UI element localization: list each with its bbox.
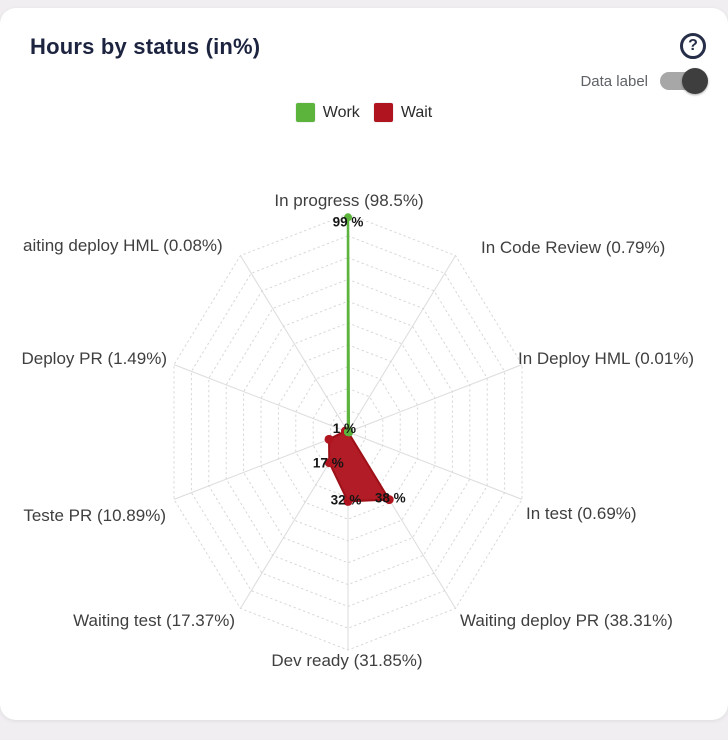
axis-label: aiting deploy HML (0.08%) [23, 236, 223, 255]
wait-data-point[interactable] [324, 458, 334, 468]
axis-label: In Deploy HML (0.01%) [518, 349, 694, 368]
question-mark-glyph: ? [688, 37, 698, 54]
axis-label: Waiting deploy PR (38.31%) [460, 611, 673, 630]
radar-ring [260, 322, 436, 542]
data-label: 1 % [333, 421, 356, 436]
legend-item-work[interactable]: Work [295, 103, 360, 122]
work-color-swatch [295, 103, 315, 122]
help-icon[interactable]: ? [680, 33, 706, 59]
legend-work-label: Work [322, 103, 360, 121]
wait-data-point[interactable] [384, 495, 394, 505]
axis-label: Waiting test (17.37%) [73, 611, 235, 630]
wait-data-point[interactable] [343, 496, 353, 506]
radar-spoke [173, 364, 349, 433]
data-label: 17 % [313, 456, 344, 471]
work-data-point[interactable] [344, 213, 352, 222]
legend-wait-label: Wait [400, 103, 433, 121]
radar-ring [173, 213, 523, 651]
axis-label: Deploy PR (1.49%) [21, 349, 167, 368]
data-label: 99 % [333, 214, 364, 229]
radar-ring [243, 300, 453, 564]
data-label: 38 % [375, 491, 406, 506]
radar-ring [312, 387, 384, 477]
hours-by-status-card: Hours by status (in%) ? Data label Work … [0, 8, 728, 720]
radar-spoke [347, 431, 523, 500]
radar-ring [225, 278, 471, 586]
data-label-toggle[interactable] [660, 68, 708, 94]
data-label-control: Data label [580, 68, 708, 94]
wait-color-swatch [373, 103, 393, 122]
axis-label: In test (0.69%) [526, 504, 637, 523]
wait-data-point[interactable] [324, 434, 334, 444]
axis-label: Dev ready (31.85%) [271, 651, 422, 670]
axis-label: Teste PR (10.89%) [23, 506, 166, 525]
radar-spoke [347, 255, 456, 433]
data-label-toggle-label: Data label [580, 72, 648, 90]
axis-label: In Code Review (0.79%) [481, 238, 665, 257]
radar-spoke [240, 255, 349, 433]
radar-ring [190, 235, 506, 629]
radar-ring [208, 257, 488, 607]
page-title: Hours by status (in%) [30, 34, 261, 59]
axis-label: In progress (98.5%) [274, 191, 423, 210]
data-label: 32 % [331, 492, 362, 507]
radar-chart: In progress (98.5%) In Code Review (0.79%… [21, 191, 694, 670]
radar-ring [330, 409, 366, 455]
legend-item-wait[interactable]: Wait [373, 103, 433, 122]
work-data-point[interactable] [344, 428, 352, 436]
chart-legend: Work Wait [0, 103, 728, 122]
work-series-line[interactable] [346, 216, 351, 434]
toggle-knob[interactable] [682, 68, 708, 94]
radar-ring [277, 344, 419, 520]
